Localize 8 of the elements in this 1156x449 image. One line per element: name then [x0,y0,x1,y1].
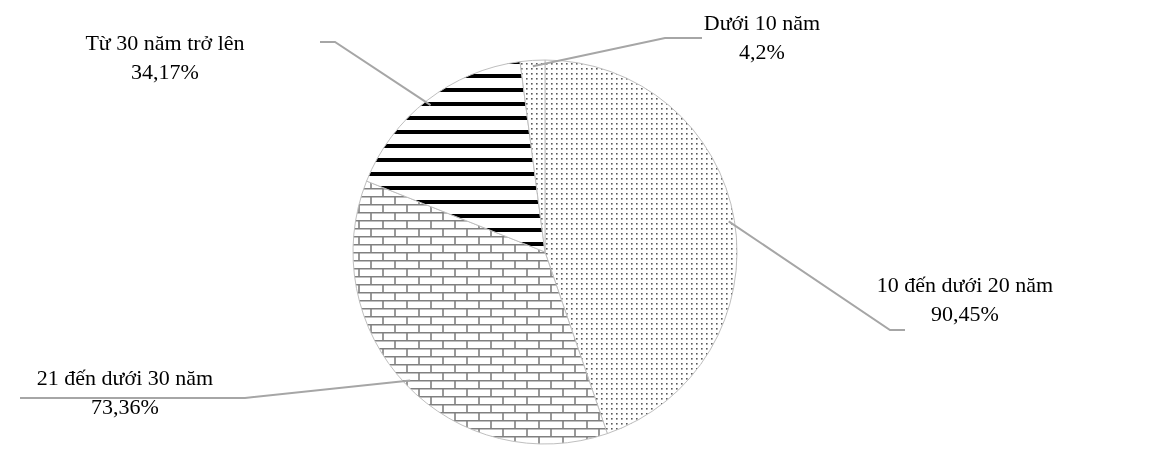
data-label: 4,2% [739,38,785,64]
slice-label: Từ 30 năm trở lên [85,30,245,55]
data-label: 73,36% [91,393,159,419]
slice-label: 10 đến dưới 20 năm [876,272,1054,297]
slice-label: Dưới 10 năm [703,10,821,35]
data-label: 34,17% [131,58,199,84]
slice-label: 21 đến dưới 30 năm [36,365,214,390]
data-label: 90,45% [931,300,999,326]
